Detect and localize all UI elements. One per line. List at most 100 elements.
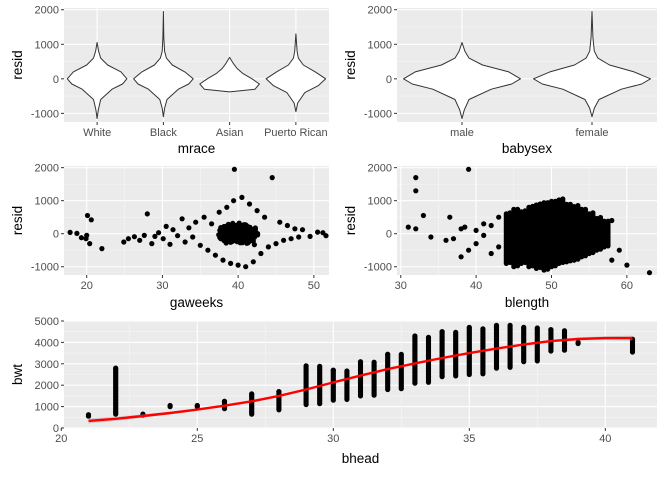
- x-tick-label: 20: [81, 280, 93, 292]
- x-tick-label: 25: [191, 433, 203, 445]
- point: [521, 324, 527, 330]
- y-axis-title: bwt: [10, 364, 25, 385]
- y-tick-label: 2000: [368, 163, 392, 175]
- point: [205, 247, 211, 253]
- point: [590, 210, 596, 216]
- point: [243, 264, 249, 270]
- point: [216, 209, 222, 215]
- y-tick-label: 1000: [368, 196, 392, 208]
- point: [481, 232, 487, 238]
- panel-bhead: 0 1000 2000 3000 4000 5000 20 25 30 35 40 bhead bwt: [10, 316, 657, 466]
- point: [412, 333, 418, 339]
- y-tick-label: 1000: [35, 196, 59, 208]
- point: [488, 222, 494, 229]
- point: [344, 368, 350, 374]
- point: [221, 398, 228, 404]
- point: [252, 227, 258, 233]
- point: [160, 236, 166, 242]
- y-tick-label: 0: [386, 229, 392, 241]
- point: [141, 232, 147, 238]
- point: [269, 175, 275, 181]
- violin-puerto-rican: [265, 33, 327, 113]
- point: [548, 327, 554, 333]
- point: [582, 206, 589, 212]
- point: [212, 252, 218, 258]
- y-tick-label: 2000: [35, 163, 59, 175]
- point: [548, 198, 555, 204]
- point: [458, 254, 464, 260]
- marks: [66, 11, 327, 119]
- y-axis-title: resid: [10, 50, 25, 79]
- point: [541, 200, 547, 206]
- point: [175, 233, 181, 239]
- point: [624, 262, 630, 268]
- point: [496, 244, 502, 250]
- point: [420, 212, 426, 219]
- y-axis-title: resid: [343, 50, 358, 79]
- point: [209, 221, 215, 227]
- point: [507, 322, 513, 328]
- point: [601, 218, 607, 224]
- point: [534, 325, 540, 331]
- grid: [64, 166, 329, 275]
- point: [473, 241, 479, 247]
- point: [425, 334, 432, 340]
- x-tick-label: male: [450, 127, 474, 139]
- point: [249, 391, 255, 397]
- point: [511, 206, 517, 212]
- point: [466, 247, 472, 253]
- point: [413, 175, 419, 181]
- point: [87, 241, 93, 247]
- point: [262, 214, 268, 220]
- point: [246, 201, 253, 207]
- y-tick-label: 0: [53, 423, 59, 435]
- point: [493, 322, 500, 328]
- point: [167, 402, 173, 409]
- point: [250, 259, 256, 265]
- point: [179, 216, 185, 222]
- x-tick-label: 30: [156, 280, 168, 292]
- point: [398, 351, 404, 357]
- point: [371, 359, 377, 365]
- point: [292, 226, 298, 232]
- point: [609, 257, 615, 263]
- point: [113, 365, 119, 371]
- x-tick-label: female: [575, 127, 608, 139]
- point: [564, 201, 570, 207]
- point: [156, 230, 162, 236]
- point: [137, 237, 143, 243]
- point: [228, 260, 234, 266]
- point: [182, 239, 188, 245]
- point: [170, 227, 176, 233]
- x-tick-label: 40: [470, 280, 482, 292]
- point: [251, 242, 257, 248]
- y-tick-label: 1000: [35, 39, 59, 51]
- point: [149, 241, 155, 247]
- point: [515, 206, 521, 212]
- x-axis-title: gaweeks: [170, 295, 224, 310]
- y-tick-label: 0: [53, 74, 59, 86]
- panel-babysex: -1000 0 1000 2000 male female babysex resid: [343, 5, 657, 156]
- point: [575, 339, 581, 345]
- point: [74, 230, 80, 236]
- point: [224, 204, 230, 210]
- point: [481, 221, 487, 227]
- point: [254, 208, 260, 214]
- point: [144, 211, 150, 217]
- y-tick-label: 4000: [35, 337, 59, 349]
- x-tick-label: White: [83, 127, 111, 139]
- violin-black: [133, 11, 194, 118]
- point: [273, 241, 279, 247]
- point: [121, 239, 127, 245]
- x-tick-label: 60: [621, 280, 633, 292]
- point: [443, 237, 449, 243]
- point: [265, 244, 271, 250]
- point: [323, 233, 329, 239]
- point: [242, 227, 248, 234]
- y-axis-title: resid: [10, 206, 25, 235]
- marks: [67, 166, 329, 270]
- point: [88, 217, 94, 223]
- point: [597, 214, 604, 221]
- smooth-confidence-band: [88, 335, 633, 424]
